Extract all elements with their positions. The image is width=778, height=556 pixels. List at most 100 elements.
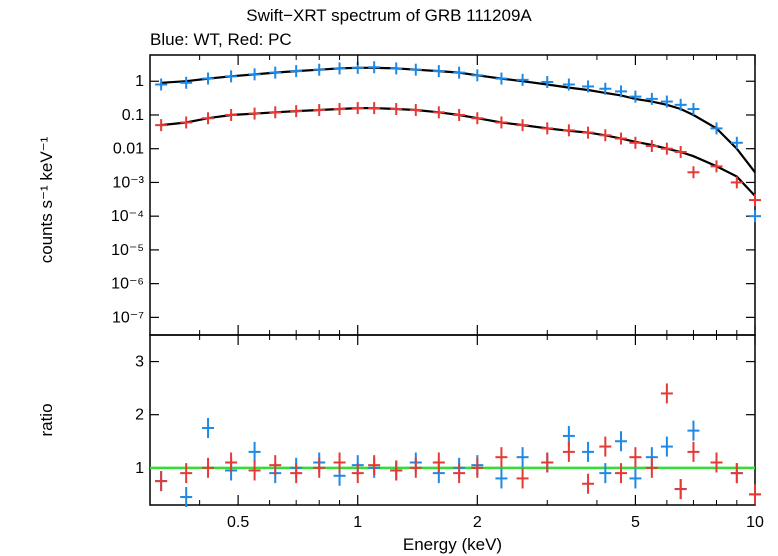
data-point [333, 62, 346, 75]
data-point [225, 70, 238, 83]
data-point [269, 106, 282, 119]
x-tick-label: 1 [353, 514, 362, 531]
ratio-point [629, 447, 642, 468]
chart-subtitle: Blue: WT, Red: PC [150, 30, 292, 49]
data-point [368, 61, 381, 74]
ratio-point [730, 463, 743, 484]
data-point [225, 108, 238, 121]
data-point [615, 85, 628, 98]
ratio-point [432, 452, 445, 473]
x-tick-label: 0.5 [227, 514, 249, 531]
data-point [313, 104, 326, 117]
ratio-point [351, 463, 364, 484]
ratio-point [155, 471, 168, 492]
y-tick-label: 10⁻⁴ [111, 208, 144, 225]
ratio-point [202, 417, 215, 438]
ratio-point [516, 468, 529, 489]
y-tick-label: 10⁻⁵ [111, 242, 144, 259]
data-point [409, 63, 422, 76]
ratio-frame [149, 334, 756, 506]
ratio-point [225, 452, 238, 473]
data-point [351, 102, 364, 115]
data-point [180, 76, 193, 89]
x-tick-label: 10 [746, 514, 764, 531]
data-point [155, 119, 168, 132]
data-point [645, 140, 658, 153]
ratio-point [582, 441, 595, 462]
ratio-point [660, 383, 673, 404]
ratio-point [180, 463, 193, 484]
spectrum-panel: 1 0.1 0.01 10⁻³ 10⁻⁴ 10⁻⁵ 10⁻⁶ 10⁻⁷ [111, 54, 761, 336]
ratio-y-axis-label: ratio [37, 403, 56, 437]
data-point [730, 176, 743, 189]
data-point [409, 104, 422, 117]
data-point [674, 98, 687, 111]
ratio-y-tick-label: 3 [135, 354, 144, 371]
chart-title: Swift−XRT spectrum of GRB 111209A [246, 6, 532, 25]
data-point [390, 103, 403, 116]
data-point [660, 142, 673, 155]
ratio-point [645, 457, 658, 478]
ratio-point [541, 452, 554, 473]
y-tick-label: 10⁻⁶ [111, 276, 144, 293]
ratio-point [248, 441, 261, 462]
data-point [541, 75, 554, 88]
ratio-point [453, 463, 466, 484]
ratio-point [687, 420, 700, 441]
data-point [562, 124, 575, 137]
data-point [180, 116, 193, 129]
ratio-y-tick-label: 2 [135, 407, 144, 424]
ratio-point [409, 457, 422, 478]
ratio-point [660, 436, 673, 457]
data-point [599, 82, 612, 95]
data-point [202, 112, 215, 125]
ratio-point [615, 431, 628, 452]
data-point [710, 160, 723, 173]
data-point [749, 210, 761, 223]
ratio-point [248, 460, 261, 481]
data-point [453, 108, 466, 121]
ratio-panel: 0.5 1 2 5 10 1 2 3 [135, 55, 764, 531]
data-point [313, 63, 326, 76]
data-point [710, 122, 723, 135]
data-point [582, 80, 595, 93]
data-point [495, 116, 508, 129]
ratio-point [180, 487, 193, 508]
data-point [615, 132, 628, 145]
ratio-point [599, 436, 612, 457]
data-point [269, 66, 282, 79]
data-point [290, 105, 303, 118]
ratio-point [390, 460, 403, 481]
ratio-point [495, 468, 508, 489]
data-point [629, 90, 642, 103]
ratio-point [269, 455, 282, 476]
data-point [390, 62, 403, 75]
data-point [368, 102, 381, 115]
ratio-point [495, 447, 508, 468]
data-point [471, 69, 484, 82]
ratio-point [749, 484, 761, 505]
ratio-point [516, 447, 529, 468]
data-point [516, 119, 529, 132]
data-point [248, 107, 261, 120]
data-point [155, 78, 168, 91]
data-point [453, 66, 466, 79]
ratio-point [202, 457, 215, 478]
data-point [749, 194, 761, 207]
data-point [432, 106, 445, 119]
x-tick-label: 2 [473, 514, 482, 531]
ratio-point [562, 441, 575, 462]
spectrum-frame [149, 54, 756, 336]
data-point [495, 72, 508, 85]
ratio-point [710, 452, 723, 473]
x-axis-label: Energy (keV) [402, 535, 503, 554]
data-point [582, 126, 595, 139]
ratio-y-tick-label: 1 [135, 460, 144, 477]
data-point [516, 73, 529, 86]
ratio-point [582, 473, 595, 494]
ratio-point [599, 463, 612, 484]
y-tick-label: 10⁻³ [112, 174, 144, 191]
model-curve [161, 66, 756, 173]
ratio-point [290, 463, 303, 484]
